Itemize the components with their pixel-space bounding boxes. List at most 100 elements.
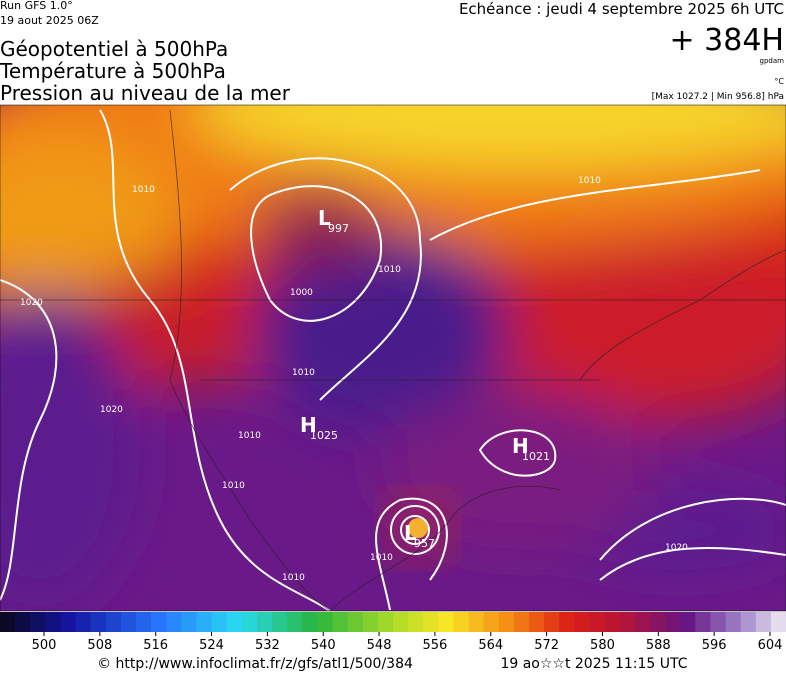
isobar-label: 1010 bbox=[370, 553, 393, 563]
colorbar-swatch bbox=[544, 612, 560, 632]
colorbar-swatch bbox=[90, 612, 107, 632]
colorbar-swatch bbox=[362, 612, 379, 632]
title: Pression au niveau de la mer bbox=[0, 81, 291, 105]
colorbar-swatch bbox=[377, 612, 394, 632]
colorbar-swatch bbox=[75, 612, 92, 632]
unit: °C bbox=[774, 77, 784, 86]
colorbar-swatch bbox=[393, 612, 409, 632]
colorbar-swatch bbox=[589, 612, 606, 632]
colorbar-swatch bbox=[695, 612, 711, 632]
colorbar-label: 588 bbox=[646, 638, 671, 653]
colorbar-label: 524 bbox=[199, 638, 224, 653]
isobar-label: 1010 bbox=[378, 265, 401, 275]
colorbar-swatch bbox=[755, 612, 772, 632]
colorbar-label: 540 bbox=[311, 638, 336, 653]
colorbar-swatch bbox=[105, 612, 122, 632]
lead-time: + 384H bbox=[670, 23, 785, 58]
colorbar-swatch bbox=[604, 612, 621, 632]
colorbar-label: 572 bbox=[534, 638, 559, 653]
colorbar-swatch bbox=[151, 612, 167, 632]
colorbar-swatch bbox=[438, 612, 454, 632]
colorbar-swatch bbox=[332, 612, 349, 632]
colorbar-swatch bbox=[120, 612, 137, 632]
colorbar-swatch bbox=[770, 612, 786, 632]
colorbar-swatch bbox=[559, 612, 575, 632]
pressure-value: 957 bbox=[414, 537, 435, 550]
colorbar-swatch bbox=[30, 612, 46, 632]
map-field bbox=[0, 105, 786, 611]
colorbar-label: 596 bbox=[702, 638, 727, 653]
title: Température à 500hPa bbox=[0, 59, 226, 83]
colorbar-swatch bbox=[634, 612, 651, 632]
colorbar-swatch bbox=[272, 612, 288, 632]
colorbar-swatch bbox=[680, 612, 696, 632]
colorbar-swatch bbox=[347, 612, 364, 632]
colorbar-swatch bbox=[725, 612, 742, 632]
isobar-label: 1010 bbox=[292, 368, 315, 378]
colorbar-swatch bbox=[211, 612, 228, 632]
colorbar-label: 580 bbox=[590, 638, 615, 653]
isobar-label: 1020 bbox=[20, 298, 43, 308]
colorbar-swatch bbox=[710, 612, 727, 632]
colorbar-label: 604 bbox=[758, 638, 783, 653]
colorbar-swatch bbox=[287, 612, 303, 632]
colorbar-swatch bbox=[619, 612, 636, 632]
colorbar-swatch bbox=[241, 612, 258, 632]
isobar-label: 1020 bbox=[100, 405, 123, 415]
colorbar-swatch bbox=[45, 612, 61, 632]
colorbar-swatch bbox=[166, 612, 182, 632]
colorbar: 500 508 516 524 532 540 548 556 564 572 580 588 596 6… bbox=[0, 612, 786, 653]
pressure-letter: H bbox=[300, 413, 317, 437]
colorbar-swatch bbox=[256, 612, 273, 632]
pressure-letter: L bbox=[318, 206, 331, 230]
pressure-letter: H bbox=[512, 434, 529, 458]
source: © http://www.infoclimat.fr/z/gfs/atl1/50… bbox=[97, 656, 413, 672]
run: Run GFS 1.0° bbox=[0, 0, 73, 12]
colorbar-label: 548 bbox=[367, 638, 392, 653]
colorbar-swatch bbox=[408, 612, 424, 632]
colorbar-swatch bbox=[498, 612, 515, 632]
colorbar-swatch bbox=[665, 612, 681, 632]
isobar-label: 1010 bbox=[238, 431, 261, 441]
colorbar-swatch bbox=[740, 612, 757, 632]
colorbar-swatch bbox=[468, 612, 485, 632]
extremes: [Max 1027.2 | Min 956.8] hPa bbox=[652, 92, 784, 102]
run-date: 19 aout 2025 06Z bbox=[0, 14, 99, 27]
colorbar-swatch bbox=[649, 612, 666, 632]
colorbar-label: 564 bbox=[478, 638, 503, 653]
colorbar-label: 532 bbox=[255, 638, 280, 653]
colorbar-swatch bbox=[15, 612, 31, 632]
unit: gpdam bbox=[760, 57, 785, 65]
colorbar-swatch bbox=[513, 612, 530, 632]
colorbar-swatch bbox=[529, 612, 545, 632]
generated: 19 ao☆☆t 2025 11:15 UTC bbox=[500, 656, 687, 672]
colorbar-swatch bbox=[453, 612, 470, 632]
colorbar-swatch bbox=[0, 612, 16, 632]
colorbar-swatch bbox=[574, 612, 590, 632]
isobar-label: 1010 bbox=[132, 185, 155, 195]
colorbar-swatch bbox=[196, 612, 213, 632]
pressure-value: 1021 bbox=[522, 450, 550, 463]
colorbar-label: 500 bbox=[32, 638, 57, 653]
colorbar-swatch bbox=[317, 612, 334, 632]
colorbar-label: 508 bbox=[87, 638, 112, 653]
isobar-label: 1010 bbox=[578, 176, 601, 186]
pressure-letter: L bbox=[404, 521, 417, 545]
colorbar-label: 556 bbox=[423, 638, 448, 653]
isobar-label: 1010 bbox=[222, 481, 245, 491]
pressure-value: 997 bbox=[328, 222, 349, 235]
colorbar-swatch bbox=[60, 612, 77, 632]
colorbar-swatch bbox=[302, 612, 318, 632]
isobar-label: 1000 bbox=[290, 288, 313, 298]
pressure-value: 1025 bbox=[310, 429, 338, 442]
colorbar-swatch bbox=[136, 612, 152, 632]
colorbar-swatch bbox=[483, 612, 500, 632]
colorbar-swatch bbox=[181, 612, 197, 632]
isobar-label: 1020 bbox=[665, 543, 688, 553]
colorbar-swatch bbox=[226, 612, 243, 632]
colorbar-swatch bbox=[423, 612, 439, 632]
title: Géopotentiel à 500hPa bbox=[0, 37, 228, 61]
colorbar-label: 516 bbox=[143, 638, 168, 653]
